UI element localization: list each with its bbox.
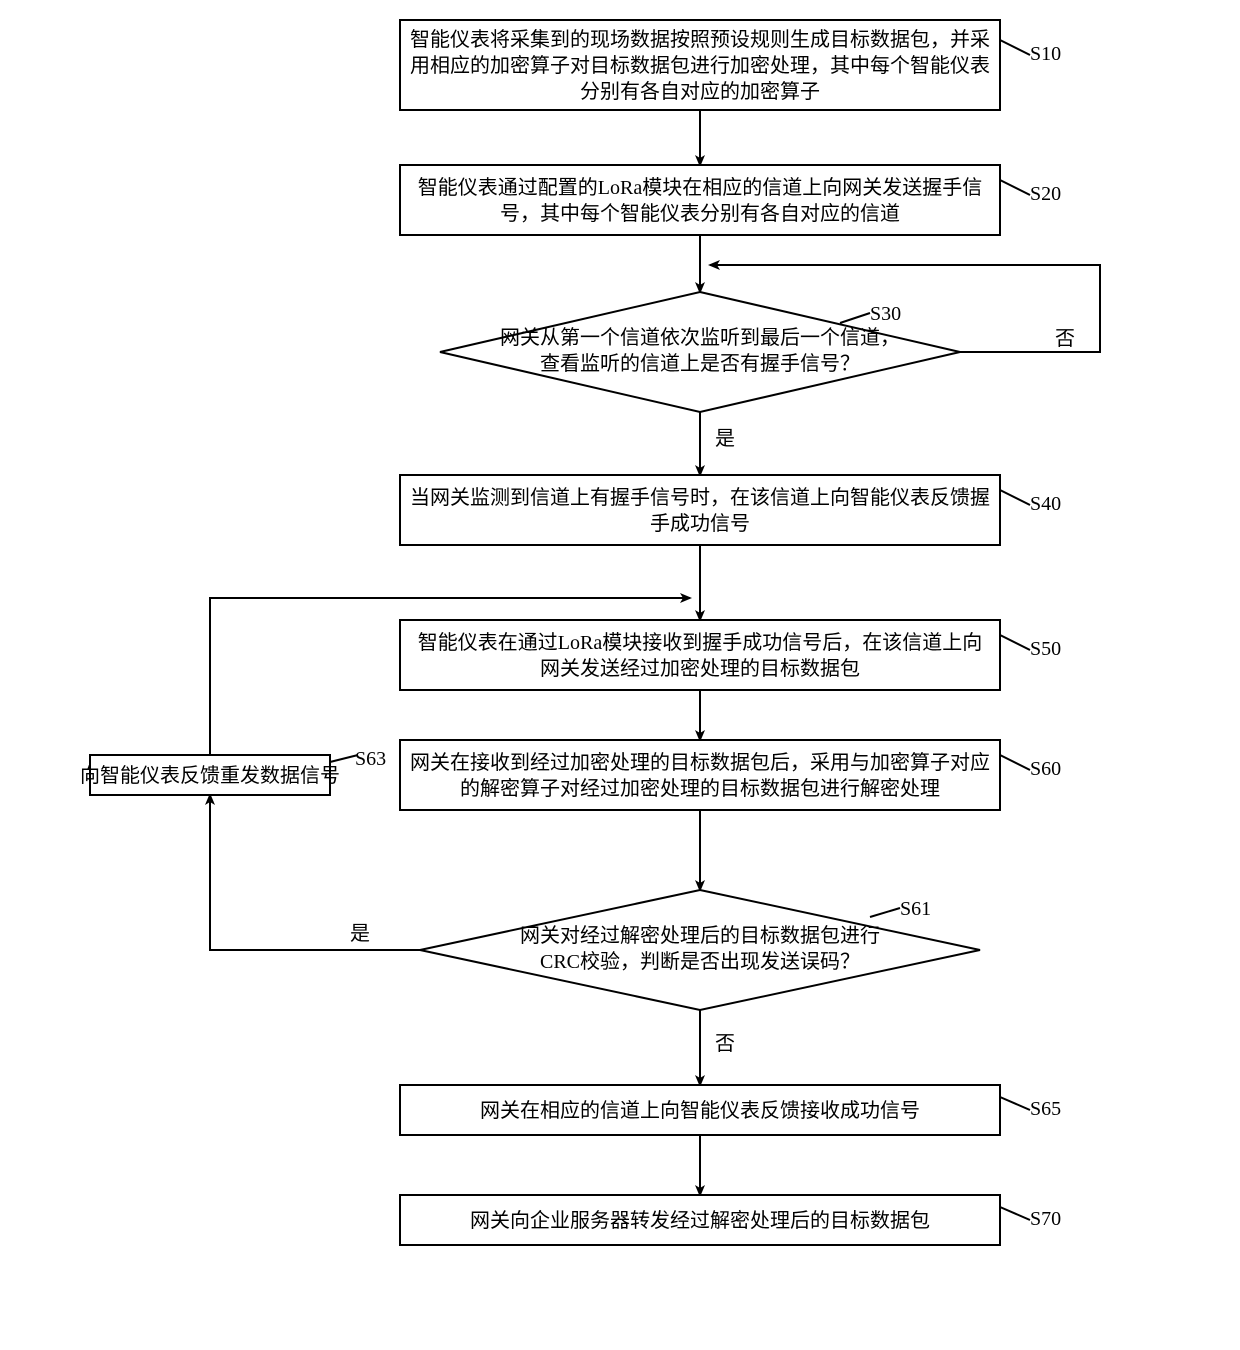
branch-label-e7-no: 否 <box>715 1033 735 1055</box>
edge-lead-s50 <box>1000 635 1030 650</box>
node-text-s40-1: 手成功信号 <box>650 512 750 535</box>
node-text-s20-0: 智能仪表通过配置的LoRa模块在相应的信道上向网关发送握手信 <box>418 176 982 199</box>
edge-lead-s70 <box>1000 1207 1030 1220</box>
node-text-s30-1: 查看监听的信道上是否有握手信号？ <box>540 352 860 375</box>
node-text-s40-0: 当网关监测到信道上有握手信号时，在该信道上向智能仪表反馈握 <box>410 486 990 509</box>
nodes-layer: 智能仪表将采集到的现场数据按照预设规则生成目标数据包，并采用相应的加密算子对目标… <box>80 20 1000 1245</box>
node-text-s30-0: 网关从第一个信道依次监听到最后一个信道， <box>500 326 900 349</box>
node-text-s60-1: 的解密算子对经过加密处理的目标数据包进行解密处理 <box>460 777 940 800</box>
edge-lead-s61 <box>870 908 900 917</box>
edge-lead-s20 <box>1000 180 1030 195</box>
node-text-s10-2: 分别有各自对应的加密算子 <box>580 80 820 103</box>
node-text-s61-1: CRC校验，判断是否出现发送误码？ <box>540 950 860 973</box>
node-text-s70-0: 网关向企业服务器转发经过解密处理后的目标数据包 <box>470 1209 930 1232</box>
node-text-s61-0: 网关对经过解密处理后的目标数据包进行 <box>520 924 880 947</box>
edge-lead-s60 <box>1000 755 1030 770</box>
step-label-s40: S40 <box>1030 493 1061 515</box>
edge-lead-s63 <box>330 755 358 762</box>
step-label-s10: S10 <box>1030 43 1061 65</box>
step-label-s65: S65 <box>1030 1098 1061 1120</box>
node-text-s50-0: 智能仪表在通过LoRa模块接收到握手成功信号后，在该信道上向 <box>418 631 982 654</box>
edge-lead-s40 <box>1000 490 1030 505</box>
node-text-s65-0: 网关在相应的信道上向智能仪表反馈接收成功信号 <box>480 1099 920 1122</box>
step-label-s50: S50 <box>1030 638 1061 660</box>
branch-label-e7-yes: 是 <box>350 923 370 945</box>
step-label-s20: S20 <box>1030 183 1061 205</box>
edge-lead-s30 <box>840 313 870 323</box>
node-text-s60-0: 网关在接收到经过加密处理的目标数据包后，采用与加密算子对应 <box>410 751 990 774</box>
step-label-s30: S30 <box>870 303 901 325</box>
flowchart: 智能仪表将采集到的现场数据按照预设规则生成目标数据包，并采用相应的加密算子对目标… <box>0 0 1240 1350</box>
node-text-s10-1: 用相应的加密算子对目标数据包进行加密处理，其中每个智能仪表 <box>410 54 990 77</box>
edge-e7-yes <box>210 795 420 950</box>
node-text-s50-1: 网关发送经过加密处理的目标数据包 <box>540 657 860 680</box>
edge-lead-s65 <box>1000 1097 1030 1110</box>
step-label-s63: S63 <box>355 748 386 770</box>
node-text-s63-0: 向智能仪表反馈重发数据信号 <box>80 764 340 787</box>
step-label-s61: S61 <box>900 898 931 920</box>
node-text-s10-0: 智能仪表将采集到的现场数据按照预设规则生成目标数据包，并采 <box>410 28 990 51</box>
node-text-s20-1: 号，其中每个智能仪表分别有各自对应的信道 <box>500 202 900 225</box>
edge-lead-s10 <box>1000 40 1030 55</box>
node-s61 <box>420 890 980 1010</box>
step-label-s60: S60 <box>1030 758 1061 780</box>
branch-label-e3-no: 否 <box>1055 328 1075 350</box>
step-label-s70: S70 <box>1030 1208 1061 1230</box>
branch-label-e3-yes: 是 <box>715 428 735 450</box>
